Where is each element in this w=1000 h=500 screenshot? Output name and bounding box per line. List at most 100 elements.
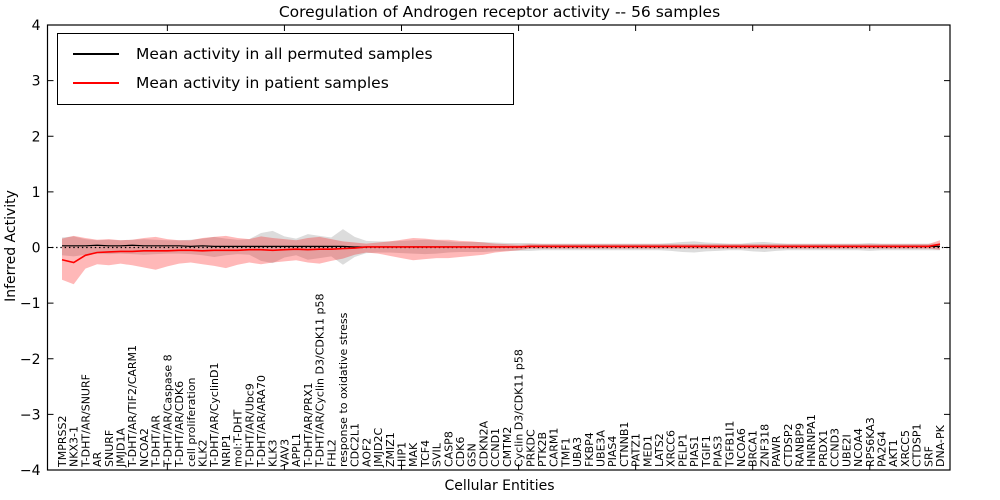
x-category-label: KLK3 bbox=[267, 439, 280, 467]
permuted-line-sample bbox=[73, 52, 119, 55]
y-axis-label: Inferred Activity bbox=[3, 190, 19, 302]
legend-label-patient: Mean activity in patient samples bbox=[136, 73, 389, 92]
x-category-label: TGIF1 bbox=[700, 435, 713, 468]
x-category-label: SNURF bbox=[103, 430, 116, 467]
x-category-label: CTDSP1 bbox=[911, 424, 924, 467]
x-category-label: T-DHT/AR/Cyclin D3/CDK11 p58 bbox=[314, 293, 327, 468]
x-category-label: RPS6KA3 bbox=[864, 417, 877, 467]
x-category-label: MAK bbox=[407, 442, 420, 467]
y-tick-label: 0 bbox=[32, 241, 41, 257]
x-category-label: cell proliferation bbox=[185, 377, 198, 467]
x-category-label: RANBP9 bbox=[794, 423, 807, 467]
x-category-label: PIAS3 bbox=[712, 436, 725, 467]
patient-line bbox=[61, 243, 941, 264]
x-category-label: APPL1 bbox=[290, 433, 303, 467]
x-category-label: PRKDC bbox=[524, 429, 537, 467]
x-category-label: JMJD1A bbox=[115, 428, 128, 468]
x-axis-label: Cellular Entities bbox=[444, 478, 555, 494]
x-category-label: AKT1 bbox=[887, 439, 900, 467]
x-category-label: FKBP4 bbox=[583, 432, 596, 467]
plot-frame bbox=[46, 24, 951, 471]
x-category-label: ZNF318 bbox=[758, 424, 771, 467]
x-category-label: Cyclin D3/CDK11 p58 bbox=[513, 349, 526, 467]
x-category-label: T-DHT/AR bbox=[150, 415, 163, 468]
x-category-label: NCOA2 bbox=[138, 428, 151, 467]
x-category-label: T-DHT/AR/TIF2/CARM1 bbox=[126, 345, 139, 468]
x-category-label: HIP1 bbox=[395, 442, 408, 467]
x-category-label: NCOA6 bbox=[735, 428, 748, 467]
x-category-label: CTDSP2 bbox=[782, 424, 795, 467]
x-category-label: CCND1 bbox=[489, 428, 502, 467]
x-category-label: CTNNB1 bbox=[618, 422, 631, 467]
x-category-label: NCOA4 bbox=[852, 428, 865, 467]
x-category-label: UBE3A bbox=[595, 429, 608, 467]
y-tick-label: −2 bbox=[20, 352, 41, 368]
x-category-label: FHL2 bbox=[325, 439, 338, 467]
x-category-label: CDKN2A bbox=[477, 420, 490, 467]
x-category-label: PIAS1 bbox=[688, 436, 701, 467]
x-category-label: XRCC6 bbox=[665, 430, 678, 467]
x-category-label: PATZ1 bbox=[630, 433, 643, 467]
x-category-label: VAV3 bbox=[278, 439, 291, 467]
y-tick-label: 4 bbox=[32, 18, 41, 34]
x-category-label: TGFB1I1 bbox=[723, 421, 736, 468]
x-category-label: MED1 bbox=[641, 435, 654, 467]
x-category-label: SVIL bbox=[431, 442, 444, 467]
x-category-label: CMTM2 bbox=[501, 427, 514, 467]
x-category-label: T-DHT/AR/ARA70 bbox=[255, 375, 268, 468]
y-tick-label: −4 bbox=[20, 463, 41, 479]
patient-line-sample bbox=[73, 81, 119, 84]
x-category-label: PTK2B bbox=[536, 432, 549, 467]
legend-label-permuted: Mean activity in all permuted samples bbox=[136, 44, 433, 63]
x-category-label: PAWR bbox=[770, 435, 783, 467]
x-category-label: response to oxidative stress bbox=[337, 312, 350, 467]
x-category-label: T-DHT/AR/Ubc9 bbox=[243, 383, 256, 468]
x-category-label: CCND3 bbox=[829, 428, 842, 467]
x-category-label: NKX3-1 bbox=[68, 426, 81, 467]
x-category-label: HNRNPA1 bbox=[805, 414, 818, 467]
x-category-label: TMPRSS2 bbox=[56, 416, 69, 468]
x-category-label: T-DHT/AR/Caspase 8 bbox=[161, 354, 174, 468]
x-category-label: mol:T-DHT bbox=[232, 409, 245, 467]
y-tick-label: −1 bbox=[20, 296, 41, 312]
x-category-label: T-DHT/AR/PRX1 bbox=[302, 382, 315, 468]
x-category-label: AOF2 bbox=[360, 438, 373, 467]
patient-band bbox=[62, 235, 940, 285]
y-tick-label: −3 bbox=[20, 407, 41, 423]
chart-title: Coregulation of Androgen receptor activi… bbox=[278, 3, 721, 21]
legend: Mean activity in all permuted samples Me… bbox=[57, 33, 514, 105]
x-category-label: TMF1 bbox=[559, 437, 572, 468]
x-category-label: UBA3 bbox=[571, 437, 584, 467]
y-tick-label: 2 bbox=[32, 129, 41, 145]
y-tick-label: 1 bbox=[32, 185, 41, 201]
x-category-label: PELP1 bbox=[676, 434, 689, 467]
y-tick-label: 3 bbox=[32, 74, 41, 90]
x-category-label: TCF4 bbox=[419, 440, 432, 468]
x-category-label: LATS2 bbox=[653, 433, 666, 467]
x-category-label: KLK2 bbox=[196, 439, 209, 467]
x-category-label: DNA-PK bbox=[934, 424, 947, 467]
x-category-label: CARM1 bbox=[548, 428, 561, 467]
x-category-label: T-DHT/AR/CDK6 bbox=[173, 381, 186, 468]
x-category-label: NRIP1 bbox=[220, 434, 233, 467]
x-category-label: SRF bbox=[922, 446, 935, 467]
legend-item-patient: Mean activity in patient samples bbox=[73, 68, 513, 97]
x-category-label: T-DHT/AR/CyclinD1 bbox=[208, 362, 221, 468]
x-category-label: UBE2I bbox=[840, 434, 853, 467]
x-category-label: CDK6 bbox=[454, 437, 467, 467]
x-category-label: BRCA1 bbox=[747, 430, 760, 467]
x-category-label: JMJD2C bbox=[372, 428, 385, 468]
x-category-label: PIAS4 bbox=[606, 436, 619, 467]
x-category-label: PA2G4 bbox=[875, 431, 888, 467]
x-category-label: T-DHT/AR/SNURF bbox=[79, 374, 92, 468]
x-category-label: PRDX1 bbox=[817, 430, 830, 467]
x-category-label: CDC2L1 bbox=[349, 423, 362, 467]
x-category-label: CASP8 bbox=[442, 431, 455, 467]
x-category-label: XRCC5 bbox=[899, 430, 912, 467]
legend-item-permuted: Mean activity in all permuted samples bbox=[73, 39, 513, 68]
x-category-label: AR bbox=[91, 451, 104, 467]
x-category-label: ZMIZ1 bbox=[384, 432, 397, 467]
x-category-label: GSN bbox=[466, 443, 479, 467]
